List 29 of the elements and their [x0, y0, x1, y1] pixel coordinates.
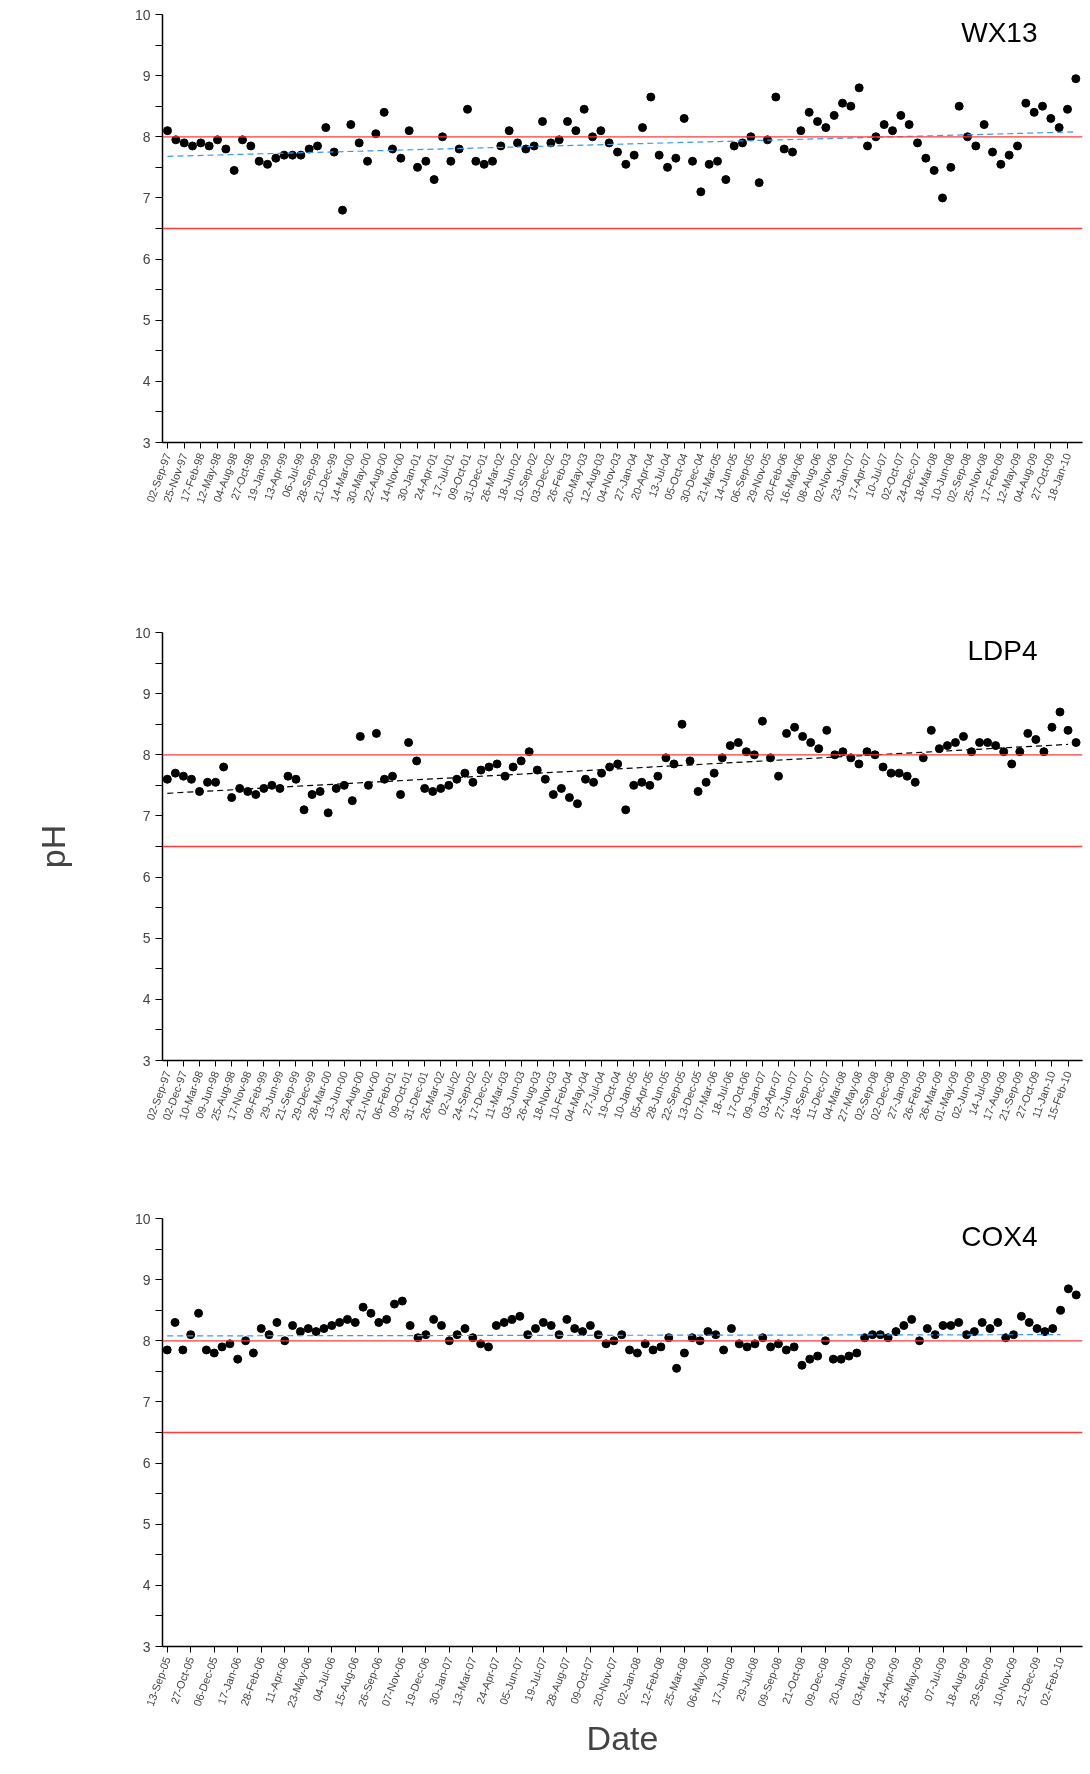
y-tick-label: 3: [142, 1638, 151, 1655]
y-tick-label: 10: [134, 1210, 151, 1227]
y-tick-label: 9: [142, 685, 151, 702]
y-tick-label: 10: [134, 624, 151, 641]
y-tick-label: 8: [142, 128, 151, 145]
y-tick-label: 7: [142, 1393, 151, 1410]
y-tick-label: 8: [142, 746, 151, 763]
y-tick-label: 5: [142, 312, 151, 329]
y-tick-label: 9: [142, 1271, 151, 1288]
y-tick-label: 6: [142, 251, 151, 268]
y-tick-label: 7: [142, 189, 151, 206]
y-tick-label: 9: [142, 67, 151, 84]
x-axis-title: Date: [586, 1719, 659, 1757]
y-tick-label: 8: [142, 1332, 151, 1349]
y-tick-label: 4: [142, 991, 151, 1008]
y-tick-label: 3: [142, 1052, 151, 1069]
chart-title: WX13: [961, 16, 1038, 48]
y-tick-label: 7: [142, 807, 151, 824]
y-tick-label: 10: [134, 6, 151, 23]
y-axis-title: pH: [33, 824, 72, 869]
y-tick-label: 6: [142, 1455, 151, 1472]
y-tick-label: 4: [142, 373, 151, 390]
y-tick-label: 3: [142, 434, 151, 451]
y-tick-label: 6: [142, 869, 151, 886]
chart-title: COX4: [961, 1220, 1038, 1252]
chart-title: LDP4: [967, 634, 1038, 666]
y-tick-label: 5: [142, 1516, 151, 1533]
y-tick-label: 4: [142, 1577, 151, 1594]
y-tick-label: 5: [142, 930, 151, 947]
